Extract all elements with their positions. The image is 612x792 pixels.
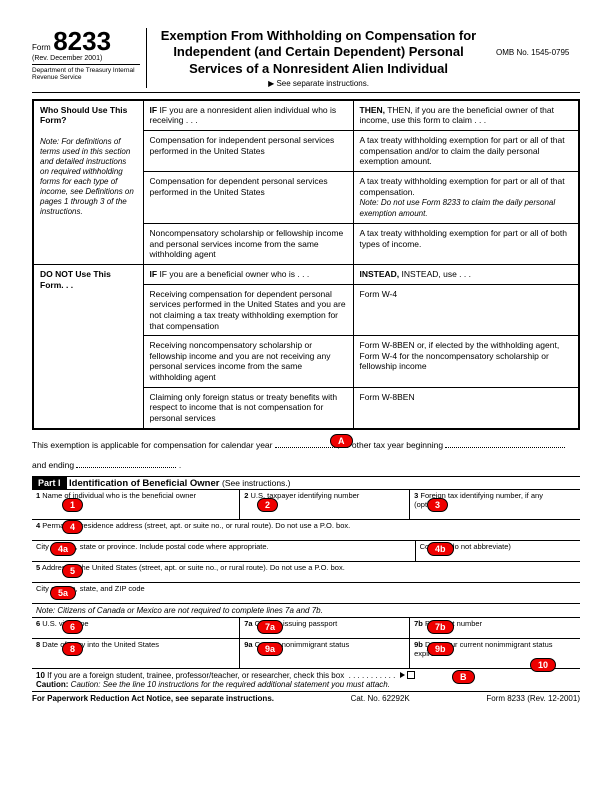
exemption-text2: , or other tax year beginning [337,440,443,450]
f10-label: If you are a foreign student, trainee, p… [47,671,344,680]
part1-header-row: Part I Identification of Beneficial Owne… [32,476,580,490]
guide-d2c1: Receiving compensation for dependent per… [143,284,353,336]
exemption-line: This exemption is applicable for compens… [32,440,580,470]
guide-d4c2: Form W-8BEN [353,387,579,428]
header-left: Form 8233 (Rev. December 2001) Departmen… [32,28,147,88]
header-center: Exemption From Withholding on Compensati… [147,28,490,88]
exemption-text1: This exemption is applicable for compens… [32,440,273,450]
guide-r1c2: THEN, THEN, if you are the beneficial ow… [353,100,579,131]
part1-label: Part I [32,477,67,489]
guide-d4c1: Claiming only foreign status or treaty b… [143,387,353,428]
part1-fields: 1 Name of individual who is the benefici… [32,490,580,692]
guide-d1c2-text: INSTEAD, use . . . [402,269,471,279]
tax-year-end-field[interactable] [76,467,176,468]
marker-a: A [330,434,353,448]
usage-guide-table: Who Should Use This Form? Note: For defi… [32,99,580,430]
calendar-year-field[interactable] [275,447,335,448]
marker-6: 6 [62,620,83,634]
part1-sub: (See instructions.) [222,478,291,488]
guide-r4c2: A tax treaty withholding exemption for p… [353,224,579,265]
line10-row: 10 If you are a foreign student, trainee… [32,669,580,692]
marker-7a: 7a [257,620,283,634]
marker-9a: 9a [257,642,283,656]
rev-line: (Rev. December 2001) [32,55,140,65]
guide-r2c2: A tax treaty withholding exemption for p… [353,131,579,172]
marker-1: 1 [62,498,83,512]
guide-d3c1: Receiving noncompensatory scholarship or… [143,336,353,388]
omb-number: OMB No. 1545-0795 [490,28,580,88]
guide-r2c1: Compensation for independent personal se… [143,131,353,172]
line10-checkbox[interactable] [407,671,415,679]
footer: For Paperwork Reduction Act Notice, see … [32,694,580,703]
triangle-icon [400,672,405,678]
guide-r3c2-note: Note: Do not use Form 8233 to claim the … [360,198,556,218]
guide-d2c2: Form W-4 [353,284,579,336]
guide-r3c2: A tax treaty withholding exemption for p… [353,171,579,223]
tax-year-begin-field[interactable] [445,447,565,448]
guide-r1c1-text: IF you are a nonresident alien individua… [150,105,337,126]
marker-3: 3 [427,498,448,512]
form-label: Form [32,43,51,52]
form-title: Exemption From Withholding on Compensati… [155,28,482,77]
footer-center: Cat. No. 62292K [351,694,410,703]
caution-text: Caution: See the line 10 instructions fo… [71,680,390,689]
f8-label: Date of entry into the United States [42,640,159,649]
marker-4b: 4b [427,542,454,556]
guide-r1c1: IF IF you are a nonresident alien indivi… [143,100,353,131]
marker-5a: 5a [50,586,76,600]
footer-left: For Paperwork Reduction Act Notice, see … [32,694,274,703]
form-header: Form 8233 (Rev. December 2001) Departmen… [32,28,580,93]
f4-label: Permanent residence address (street, apt… [42,521,350,530]
guide-r1c2-text: THEN, if you are the beneficial owner of… [360,105,555,126]
marker-10: 10 [530,658,556,672]
marker-4: 4 [62,520,83,534]
guide-d3c2: Form W-8BEN or, if elected by the withho… [353,336,579,388]
dept-line: Department of the Treasury Internal Reve… [32,67,140,81]
guide-d1c1: IF IF you are a beneficial owner who is … [143,265,353,285]
donot-head: DO NOT Use This Form. . . [40,269,137,290]
see-separate: ▶ See separate instructions. [155,79,482,88]
who-note: Note: For definitions of terms used in t… [40,137,137,217]
marker-5: 5 [62,564,83,578]
donot-cell: DO NOT Use This Form. . . [33,265,143,429]
who-should-head: Who Should Use This Form? [40,105,137,126]
who-should-cell: Who Should Use This Form? Note: For defi… [33,100,143,265]
exemption-text3: and ending [32,460,74,470]
part1-title: Identification of Beneficial Owner [69,478,219,489]
f5-label: Address in the United States (street, ap… [42,563,345,572]
marker-4a: 4a [50,542,76,556]
form-number: 8233 [53,26,111,56]
guide-d1c1-text: IF you are a beneficial owner who is . .… [159,269,309,279]
f7-note: Note: Citizens of Canada or Mexico are n… [32,604,580,618]
marker-7b: 7b [427,620,454,634]
marker-8: 8 [62,642,83,656]
guide-r3c1: Compensation for dependent personal serv… [143,171,353,223]
marker-2: 2 [257,498,278,512]
marker-9b: 9b [427,642,454,656]
guide-r3c2-text: A tax treaty withholding exemption for p… [360,176,565,197]
footer-right: Form 8233 (Rev. 12-2001) [486,694,580,703]
guide-d1c2: INSTEAD, INSTEAD, use . . . [353,265,579,285]
guide-r4c1: Noncompensatory scholarship or fellowshi… [143,224,353,265]
marker-b: B [452,670,475,684]
